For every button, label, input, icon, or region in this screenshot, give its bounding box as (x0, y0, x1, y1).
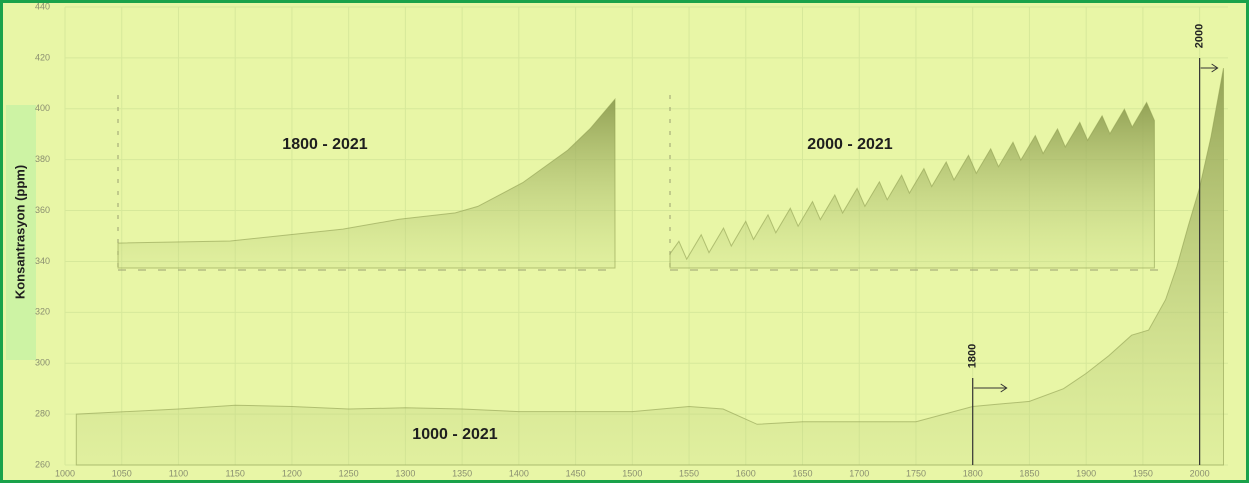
x-tick-label: 1100 (169, 468, 188, 478)
range-label: 2000 - 2021 (807, 136, 893, 153)
x-tick-label: 1600 (736, 468, 756, 478)
x-tick-label: 1800 (963, 468, 983, 478)
annotation-arrowhead (1000, 383, 1008, 393)
x-tick-label: 1900 (1076, 468, 1096, 478)
annotation-label: 1800 (967, 344, 979, 368)
x-tick-label: 1050 (112, 468, 132, 478)
x-tick-label: 1550 (679, 468, 699, 478)
y-tick-label: 440 (35, 1, 50, 11)
y-axis-label: Konsantrasyon (ppm) (12, 165, 27, 299)
range-label: 1000 - 2021 (412, 426, 498, 443)
x-tick-label: 1200 (282, 468, 302, 478)
x-tick-label: 1400 (509, 468, 529, 478)
x-tick-label: 1950 (1133, 468, 1153, 478)
x-tick-label: 1000 (55, 468, 75, 478)
x-tick-label: 1350 (452, 468, 472, 478)
x-tick-label: 1450 (566, 468, 586, 478)
y-tick-label: 400 (35, 103, 50, 113)
y-tick-label: 320 (35, 307, 50, 317)
y-tick-label: 360 (35, 205, 50, 215)
area (117, 97, 616, 269)
annotation-label: 2000 (1194, 24, 1206, 48)
x-tick-label: 1850 (1019, 468, 1039, 478)
area (669, 101, 1155, 269)
x-tick-label: 1300 (395, 468, 415, 478)
y-tick-label: 380 (35, 154, 50, 164)
x-tick-label: 1150 (226, 468, 245, 478)
annotation-arrowhead (1211, 63, 1219, 73)
y-tick-label: 340 (35, 256, 50, 266)
x-tick-label: 1700 (849, 468, 869, 478)
x-tick-label: 1500 (622, 468, 642, 478)
y-tick-label: 280 (35, 408, 50, 418)
x-tick-label: 1750 (906, 468, 926, 478)
x-tick-label: 1250 (339, 468, 359, 478)
x-tick-label: 2000 (1190, 468, 1210, 478)
y-tick-label: 420 (35, 52, 50, 62)
ylabel-box (6, 105, 36, 360)
y-tick-label: 260 (35, 459, 50, 469)
y-tick-label: 300 (35, 358, 50, 368)
range-label: 1800 - 2021 (282, 136, 368, 153)
x-tick-label: 1650 (792, 468, 812, 478)
